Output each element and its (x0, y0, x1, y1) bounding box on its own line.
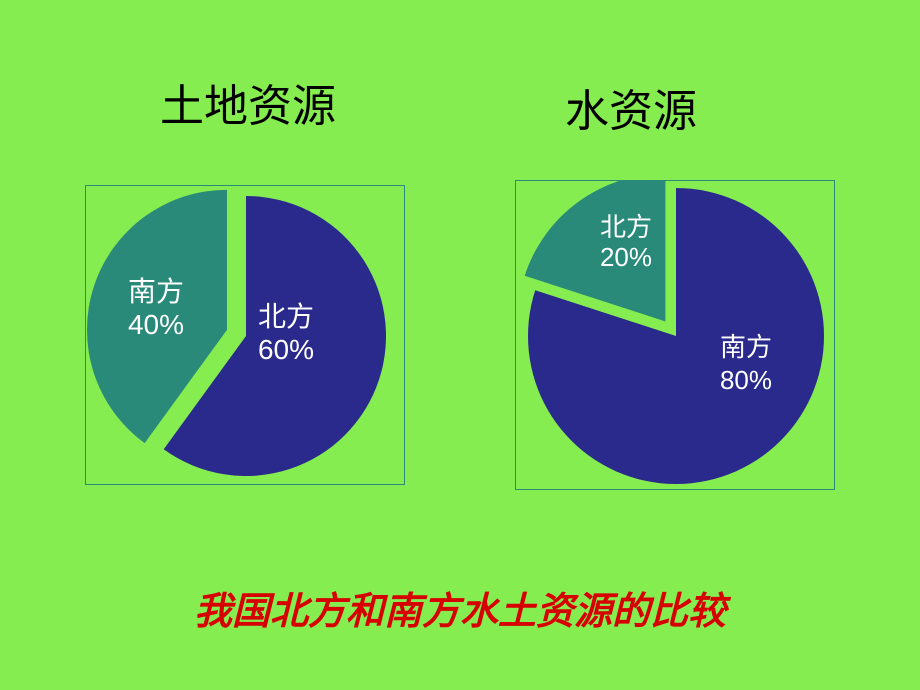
slide: 土地资源 北方60%南方40% 水资源 南方80%北方20% 我国北方和南方水土… (0, 0, 920, 690)
land-slice-pct-1: 40% (128, 309, 184, 340)
water-slice-pct-0: 80% (720, 365, 772, 395)
land-slice-pct-0: 60% (258, 334, 314, 365)
slide-caption: 我国北方和南方水土资源的比较 (0, 580, 920, 635)
water-chart-box: 南方80% 北方20% (515, 180, 835, 490)
water-chart-title: 水资源 (565, 75, 697, 139)
land-slice-label-1: 南方 (128, 276, 184, 307)
land-chart-box: 北方60% 南方40% (85, 185, 405, 485)
water-slice-label-0: 南方 (720, 332, 772, 362)
land-slice-label-0: 北方 (258, 301, 314, 332)
land-pie-chart: 北方60% 南方40% (86, 186, 406, 486)
water-slice-label-1: 北方 (600, 212, 652, 242)
water-slice-pct-1: 20% (600, 242, 652, 272)
land-chart-title: 土地资源 (160, 70, 336, 134)
water-pie-chart: 南方80% 北方20% (516, 181, 836, 491)
